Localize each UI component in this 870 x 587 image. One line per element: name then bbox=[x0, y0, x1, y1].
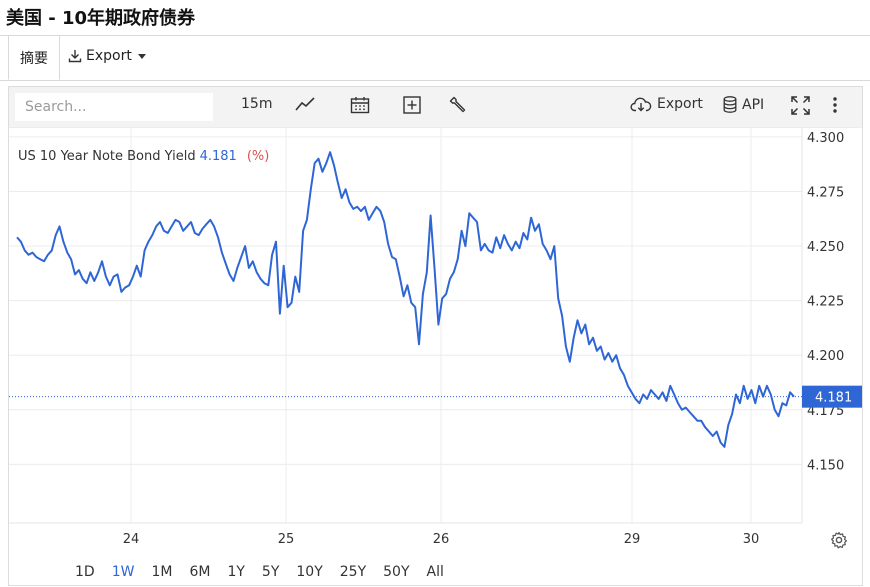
y-tick-label: 4.250 bbox=[807, 240, 844, 255]
range-6m[interactable]: 6M bbox=[189, 564, 211, 580]
interval-button[interactable]: 15m bbox=[241, 96, 272, 112]
range-25y[interactable]: 25Y bbox=[339, 564, 367, 580]
wrench-icon bbox=[449, 96, 466, 113]
range-50y[interactable]: 50Y bbox=[383, 564, 410, 580]
x-tick-label: 30 bbox=[743, 532, 760, 547]
range-5y[interactable]: 5Y bbox=[261, 564, 280, 580]
add-indicator-button[interactable] bbox=[403, 96, 421, 114]
calendar-button[interactable] bbox=[350, 96, 370, 114]
fullscreen-icon bbox=[791, 96, 810, 115]
range-all[interactable]: All bbox=[426, 564, 444, 580]
chart-toolbar: 15m bbox=[9, 87, 862, 128]
export-button[interactable]: Export bbox=[630, 96, 703, 112]
y-tick-label: 4.225 bbox=[807, 295, 844, 310]
range-1w[interactable]: 1W bbox=[111, 564, 135, 580]
legend-series-name: US 10 Year Note Bond Yield bbox=[18, 149, 196, 164]
chart-widget: 15m bbox=[8, 86, 863, 586]
x-tick-label: 26 bbox=[433, 532, 450, 547]
legend-percent: (%) bbox=[246, 149, 270, 164]
y-tick-label: 4.300 bbox=[807, 131, 844, 146]
interval-label: 15m bbox=[241, 96, 273, 112]
last-price-value: 4.181 bbox=[815, 391, 852, 406]
tab-bar: 摘要 Export bbox=[0, 35, 870, 81]
x-tick-label: 29 bbox=[624, 532, 641, 547]
range-1m[interactable]: 1M bbox=[151, 564, 173, 580]
export-dropdown-label: Export bbox=[86, 48, 132, 64]
last-price-badge bbox=[802, 385, 862, 408]
x-tick-label: 24 bbox=[123, 532, 140, 547]
api-button[interactable]: API bbox=[723, 96, 764, 113]
settings-tool-button[interactable] bbox=[449, 96, 467, 114]
last-price-label: 4.181 bbox=[802, 385, 862, 408]
range-selector: 1D 1W 1M 6M 1Y 5Y 10Y 25Y 50Y All bbox=[9, 559, 862, 585]
gear-icon[interactable] bbox=[830, 531, 848, 549]
calendar-icon bbox=[350, 97, 370, 114]
series-line bbox=[16, 151, 795, 448]
search-input[interactable] bbox=[15, 93, 213, 121]
caret-down-icon bbox=[137, 53, 146, 59]
page-title: 美国 - 10年期政府债券 bbox=[6, 8, 196, 29]
range-10y[interactable]: 10Y bbox=[296, 564, 323, 580]
y-tick-label: 4.275 bbox=[807, 185, 844, 200]
time-axis: 24 25 26 29 30 bbox=[123, 532, 760, 547]
download-icon bbox=[68, 50, 82, 63]
export-label: Export bbox=[657, 96, 703, 112]
x-tick-label: 25 bbox=[278, 532, 295, 547]
chart-grid bbox=[9, 127, 802, 523]
cloud-download-icon bbox=[630, 97, 652, 112]
range-1d[interactable]: 1D bbox=[75, 564, 95, 580]
plus-square-icon bbox=[403, 96, 421, 114]
api-label: API bbox=[742, 96, 765, 113]
range-1y[interactable]: 1Y bbox=[227, 564, 245, 580]
chart-legend: US 10 Year Note Bond Yield 4.181 (%) bbox=[18, 149, 269, 164]
export-dropdown[interactable]: Export bbox=[68, 48, 146, 64]
line-chart-icon bbox=[295, 97, 315, 111]
kebab-menu-icon bbox=[833, 97, 837, 113]
chart-type-button[interactable] bbox=[295, 96, 315, 112]
more-options-button[interactable] bbox=[832, 96, 838, 114]
tab-summary[interactable]: 摘要 bbox=[8, 36, 60, 80]
fullscreen-button[interactable] bbox=[791, 96, 810, 115]
database-icon bbox=[723, 96, 737, 113]
y-tick-label: 4.200 bbox=[807, 349, 844, 364]
y-tick-label: 4.150 bbox=[807, 458, 844, 473]
legend-value: 4.181 bbox=[199, 149, 237, 164]
